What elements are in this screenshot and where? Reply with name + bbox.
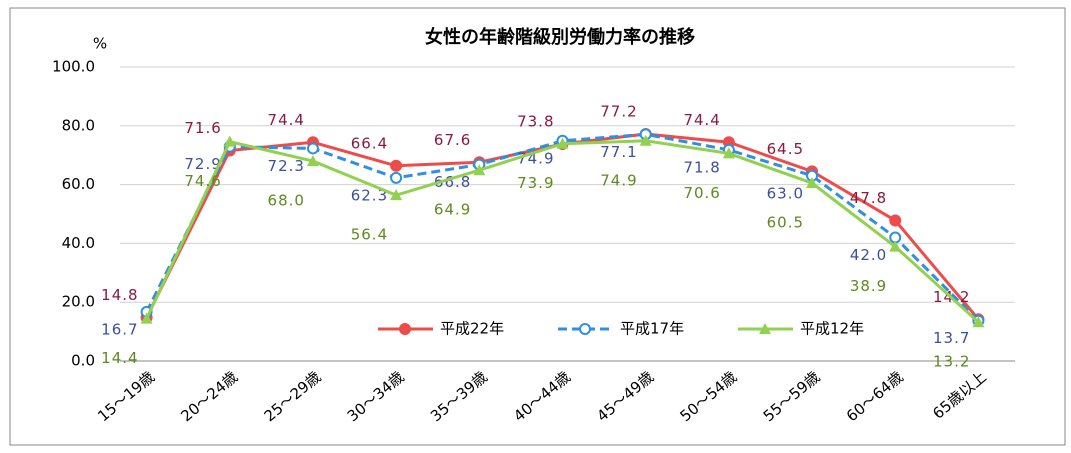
data-label: 77.1 bbox=[600, 143, 637, 161]
data-label: 42.0 bbox=[850, 246, 887, 264]
marker bbox=[306, 142, 319, 155]
data-label: 72.3 bbox=[268, 157, 305, 175]
marker bbox=[806, 177, 819, 189]
data-label: 74.4 bbox=[268, 111, 305, 129]
data-label: 13.2 bbox=[933, 353, 970, 371]
y-tick-label: 60.0 bbox=[62, 175, 95, 193]
data-label: 73.9 bbox=[517, 174, 554, 192]
data-label: 74.4 bbox=[683, 111, 720, 129]
marker bbox=[140, 312, 153, 324]
legend-marker bbox=[759, 323, 771, 334]
data-label: 66.4 bbox=[351, 134, 388, 152]
data-label: 13.7 bbox=[933, 329, 970, 347]
marker bbox=[223, 135, 236, 147]
data-label: 47.8 bbox=[850, 189, 887, 207]
data-label: 63.0 bbox=[767, 184, 804, 202]
legend-label: 平成22年 bbox=[440, 320, 504, 338]
data-label: 67.6 bbox=[434, 131, 471, 149]
data-label: 62.3 bbox=[351, 186, 388, 204]
legend-marker bbox=[399, 323, 411, 335]
marker bbox=[889, 240, 902, 252]
y-tick-label: 100.0 bbox=[52, 58, 95, 76]
y-axis-label: % bbox=[93, 35, 107, 53]
marker bbox=[473, 164, 486, 176]
data-label: 71.8 bbox=[683, 158, 720, 176]
data-label: 73.8 bbox=[517, 113, 554, 131]
marker bbox=[390, 171, 403, 184]
y-tick-label: 80.0 bbox=[62, 116, 95, 134]
data-label: 70.6 bbox=[683, 184, 720, 202]
data-label: 74.6 bbox=[184, 172, 221, 190]
data-label: 74.9 bbox=[600, 171, 637, 189]
data-label: 64.9 bbox=[434, 201, 471, 219]
marker bbox=[722, 147, 735, 159]
y-tick-label: 20.0 bbox=[62, 293, 95, 311]
legend-label: 平成12年 bbox=[800, 320, 864, 338]
chart-border bbox=[9, 7, 1066, 446]
data-label: 71.6 bbox=[184, 119, 221, 137]
data-label: 68.0 bbox=[268, 192, 305, 210]
marker bbox=[889, 214, 902, 227]
legend-label: 平成17年 bbox=[620, 320, 684, 338]
data-label: 64.5 bbox=[767, 140, 804, 158]
series: 14.4 74.6 68.0 56.4 64.9 73.9 74.9 70.6 60.5 38.9… bbox=[101, 134, 985, 371]
y-tick-label: 40.0 bbox=[62, 234, 95, 252]
data-label: 60.5 bbox=[767, 214, 804, 232]
data-label: 66.8 bbox=[434, 173, 471, 191]
data-label: 77.2 bbox=[600, 103, 637, 121]
legend-marker bbox=[579, 323, 591, 335]
marker bbox=[390, 189, 403, 201]
marker bbox=[972, 316, 985, 328]
data-label: 14.8 bbox=[101, 286, 138, 304]
series-line bbox=[145, 132, 980, 322]
data-label: 56.4 bbox=[351, 226, 388, 244]
data-label: 72.9 bbox=[184, 155, 221, 173]
marker bbox=[390, 159, 403, 172]
marker bbox=[556, 137, 569, 149]
data-label: 16.7 bbox=[101, 320, 138, 338]
chart-title: 女性の年齢階級別労働力率の推移 bbox=[425, 26, 695, 48]
data-label: 38.9 bbox=[850, 277, 887, 295]
data-label: 14.4 bbox=[101, 349, 138, 367]
marker bbox=[306, 155, 319, 167]
marker bbox=[639, 134, 652, 146]
y-tick-label: 0.0 bbox=[71, 352, 95, 370]
